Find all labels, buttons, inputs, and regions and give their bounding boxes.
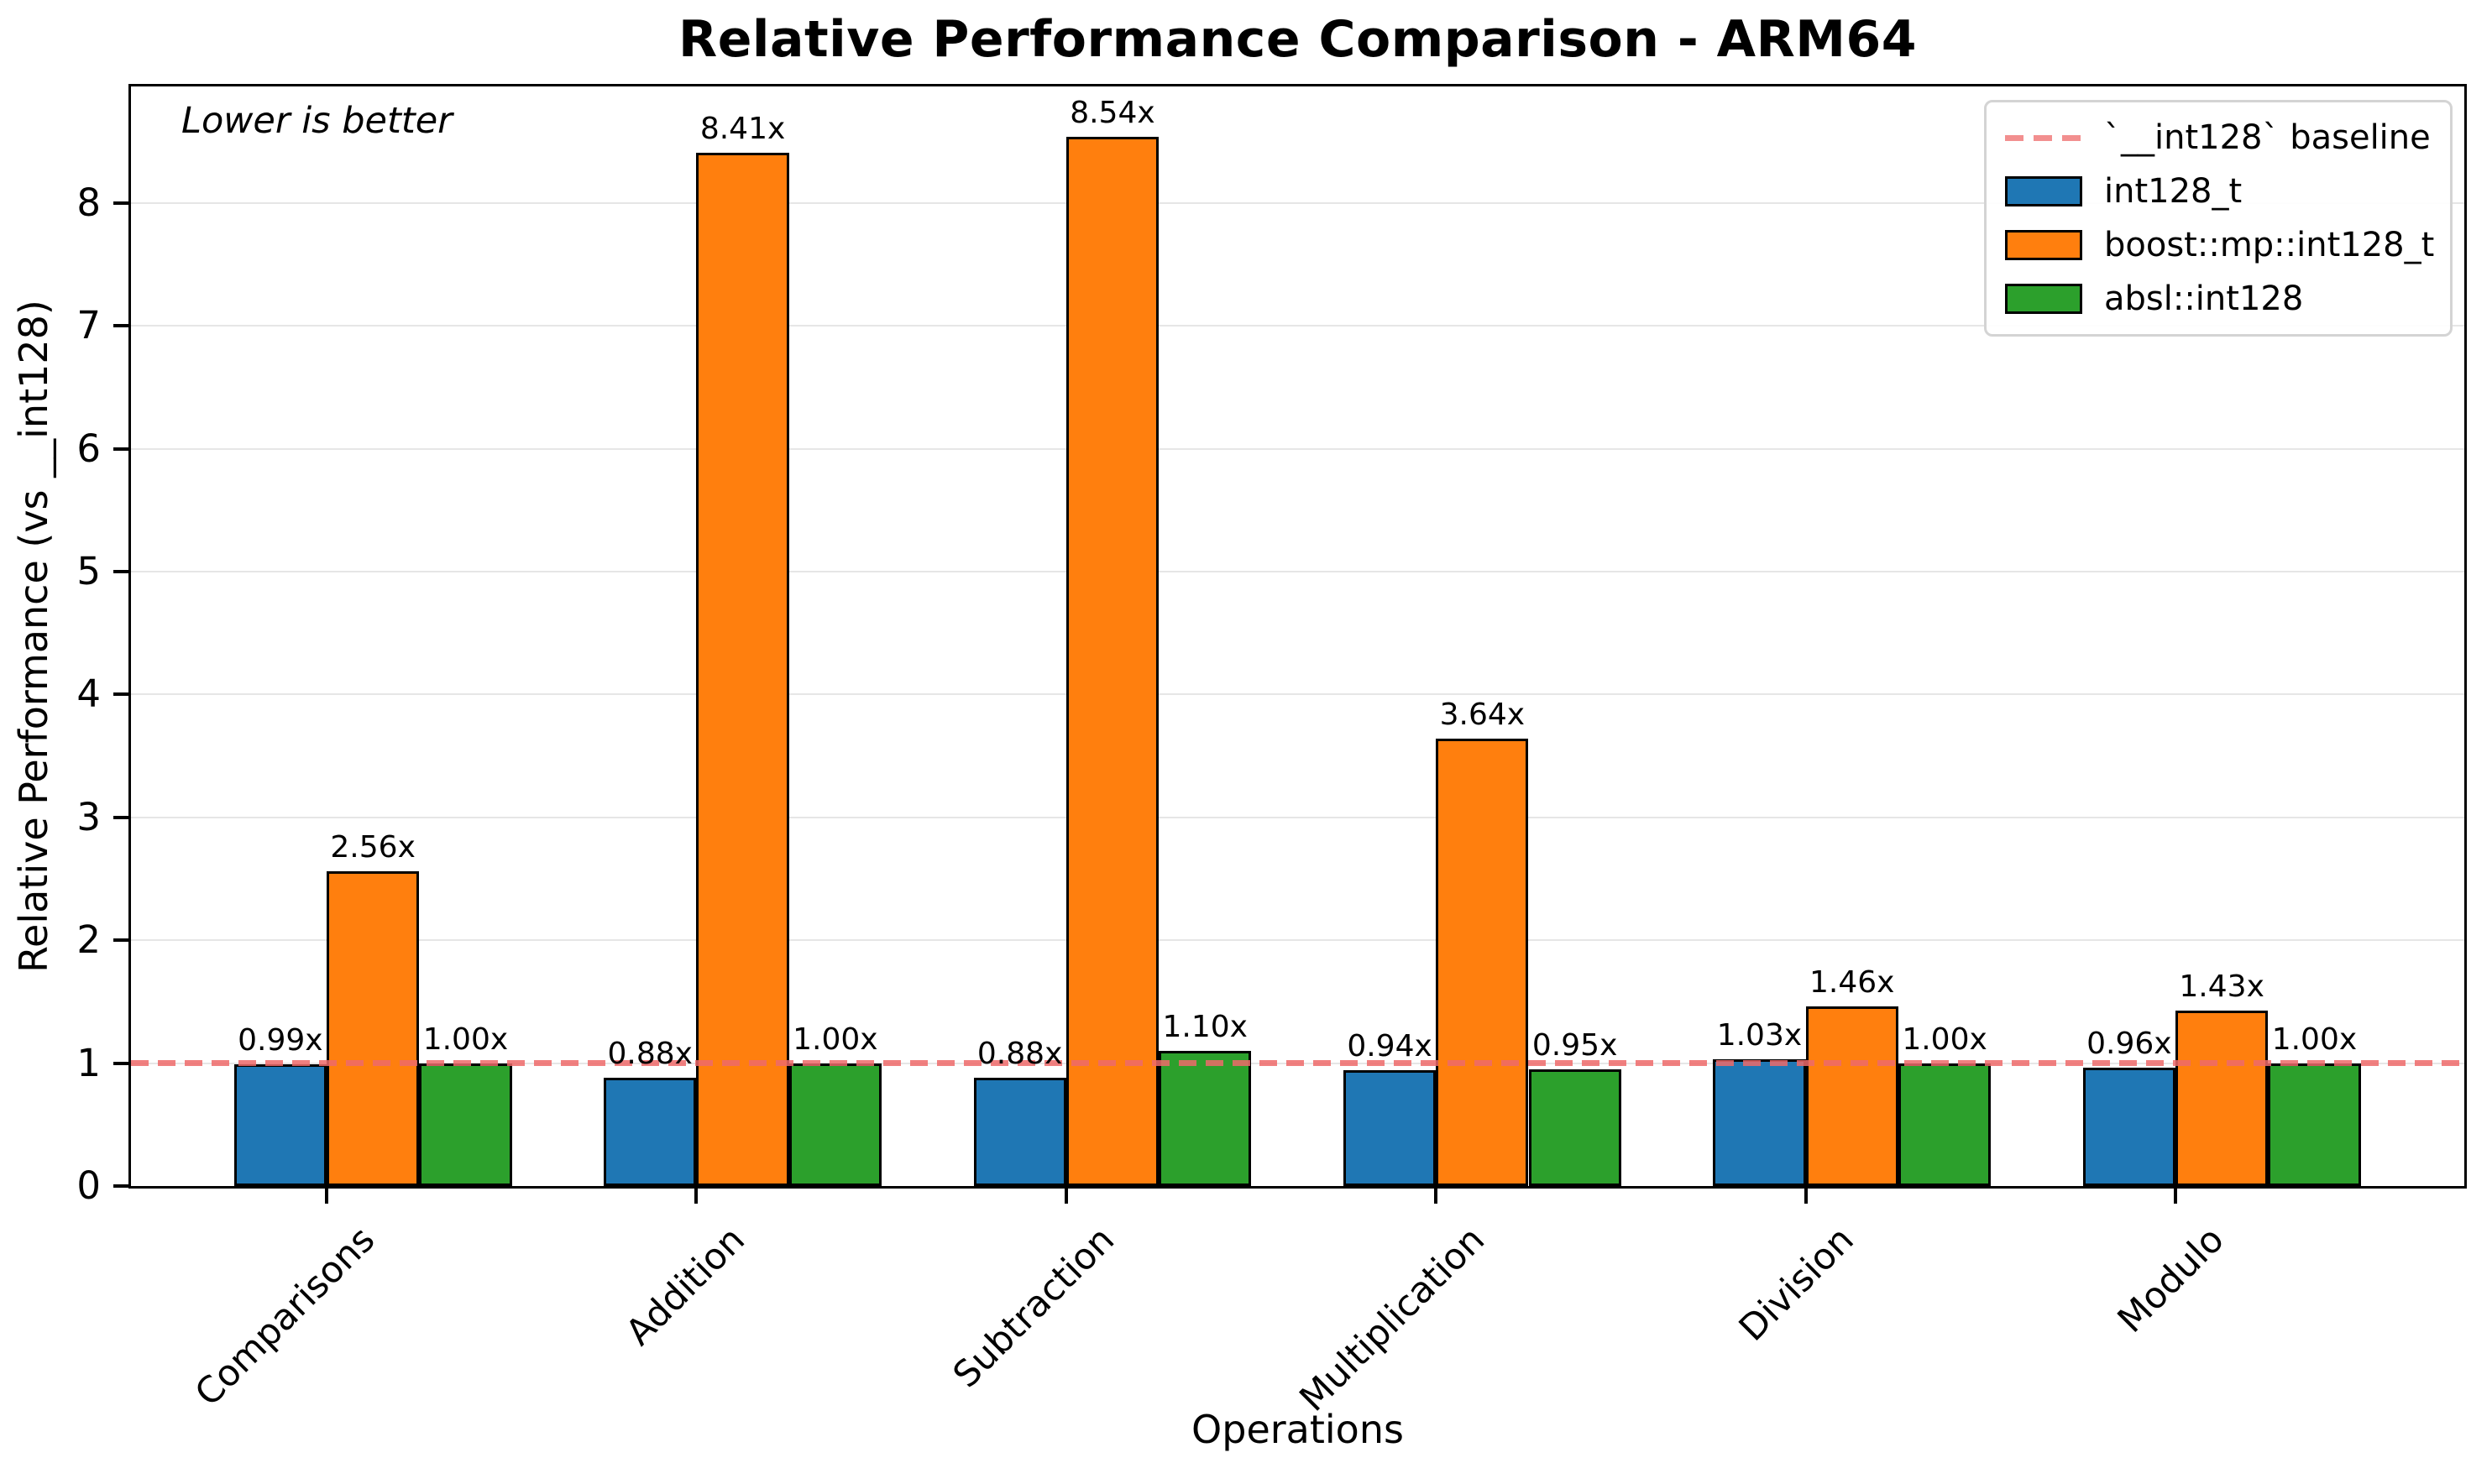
- gridline-y-8: [131, 201, 2464, 204]
- legend-label: `__int128` baseline: [2104, 118, 2431, 157]
- bar-int128_t: [233, 1064, 327, 1186]
- bar-label: 1.00x: [422, 1022, 509, 1057]
- bar-label: 1.00x: [793, 1022, 878, 1057]
- bar-label: 1.00x: [1902, 1022, 1987, 1057]
- x-tick-mark: [1804, 1189, 1808, 1204]
- x-tick-label-division: Division: [1731, 1219, 1862, 1350]
- baseline-dash-swatch: [2005, 134, 2082, 141]
- bar-boost::mp::int128_t: [1436, 739, 1529, 1186]
- x-tick-label-addition: Addition: [617, 1219, 753, 1354]
- y-tick-label: 8: [76, 180, 101, 225]
- y-tick-mark: [113, 570, 128, 573]
- legend-label: boost::mp::int128_t: [2104, 226, 2435, 264]
- bar-absl::int128: [419, 1063, 512, 1186]
- legend-label: absl::int128: [2104, 280, 2304, 318]
- gridline-y-5: [131, 571, 2464, 572]
- bar-label: 0.94x: [1347, 1029, 1432, 1064]
- annotation-lower-is-better: Lower is better: [181, 100, 453, 142]
- bar-label: 1.03x: [1716, 1018, 1803, 1053]
- y-tick-label: 5: [76, 549, 101, 593]
- gridline-y-7: [131, 325, 2464, 327]
- y-tick-mark: [113, 1184, 128, 1188]
- x-tick-label-subtraction: Subtraction: [945, 1219, 1123, 1397]
- bar-absl::int128: [788, 1063, 882, 1186]
- gridline-y-6: [131, 447, 2464, 450]
- legend-label: int128_t: [2104, 172, 2243, 211]
- baseline-line: [131, 1060, 2464, 1067]
- bar-label: 0.88x: [976, 1037, 1063, 1072]
- series-swatch-int128-t: [2005, 176, 2082, 206]
- legend-item-boost-mp-int128-t: boost::mp::int128_t: [2005, 226, 2435, 264]
- y-tick-mark: [113, 815, 128, 819]
- bar-boost::mp::int128_t: [327, 871, 420, 1186]
- bar-int128_t: [1713, 1059, 1806, 1186]
- legend-item-baseline: `__int128` baseline: [2005, 118, 2432, 157]
- y-tick-mark: [113, 1061, 128, 1065]
- x-tick-mark: [325, 1189, 328, 1204]
- legend-item-absl-int128: absl::int128: [2005, 280, 2432, 318]
- bar-label: 1.46x: [1809, 965, 1895, 1001]
- x-tick-label-modulo: Modulo: [2109, 1219, 2233, 1341]
- x-tick-mark: [1064, 1189, 1068, 1204]
- bar-boost::mp::int128_t: [696, 152, 789, 1186]
- legend-item-int128-t: int128_t: [2005, 172, 2432, 211]
- series-swatch-absl: [2005, 284, 2082, 314]
- chart-title: Relative Performance Comparison - ARM64: [678, 10, 1917, 69]
- bar-int128_t: [1343, 1070, 1437, 1186]
- bar-label: 0.95x: [1531, 1027, 1618, 1063]
- legend: `__int128` baseline int128_t boost::mp::…: [1984, 100, 2453, 337]
- x-tick-mark: [1434, 1189, 1438, 1204]
- y-tick-mark: [113, 447, 128, 451]
- bar-label: 1.00x: [2271, 1022, 2358, 1057]
- y-tick-label: 6: [76, 426, 101, 471]
- x-tick-label-multiplication: Multiplication: [1291, 1219, 1493, 1420]
- gridline-y-3: [131, 816, 2464, 818]
- y-axis-label: Relative Performance (vs __int128): [11, 300, 56, 973]
- bar-int128_t: [2082, 1068, 2175, 1186]
- bar-absl::int128: [1159, 1050, 1252, 1186]
- bar-label: 0.99x: [238, 1023, 323, 1058]
- bar-absl::int128: [1898, 1063, 1992, 1186]
- y-tick-label: 1: [76, 1040, 101, 1085]
- y-tick-mark: [113, 938, 128, 943]
- y-tick-label: 2: [76, 917, 101, 963]
- bar-absl::int128: [2268, 1063, 2361, 1186]
- bar-int128_t: [973, 1078, 1066, 1186]
- bar-label: 8.41x: [699, 111, 786, 146]
- y-tick-label: 4: [76, 671, 101, 717]
- y-tick-label: 0: [76, 1163, 101, 1208]
- bar-boost::mp::int128_t: [2175, 1010, 2269, 1186]
- y-tick-mark: [113, 201, 128, 205]
- bar-int128_t: [604, 1078, 697, 1186]
- bar-label: 3.64x: [1439, 698, 1526, 733]
- gridline-y-2: [131, 939, 2464, 942]
- bar-label: 2.56x: [330, 830, 416, 865]
- bar-boost::mp::int128_t: [1805, 1006, 1898, 1186]
- bar-label: 8.54x: [1070, 95, 1155, 130]
- y-tick-label: 7: [76, 303, 101, 348]
- bar-label: 1.43x: [2179, 969, 2264, 1004]
- y-tick-mark: [113, 324, 128, 328]
- bar-label: 1.10x: [1162, 1009, 1248, 1044]
- bar-label: 0.88x: [607, 1037, 693, 1072]
- y-tick-label: 3: [76, 794, 101, 839]
- bar-boost::mp::int128_t: [1065, 136, 1160, 1186]
- gridline-y-4: [131, 693, 2464, 696]
- x-tick-label-comparisons: Comparisons: [187, 1219, 384, 1415]
- x-axis-label: Operations: [1191, 1407, 1404, 1452]
- bar-absl::int128: [1528, 1069, 1621, 1186]
- x-tick-mark: [694, 1189, 699, 1204]
- bar-label: 0.96x: [2086, 1027, 2172, 1062]
- x-tick-mark: [2174, 1189, 2177, 1204]
- series-swatch-boost: [2005, 230, 2082, 260]
- y-tick-mark: [113, 692, 128, 697]
